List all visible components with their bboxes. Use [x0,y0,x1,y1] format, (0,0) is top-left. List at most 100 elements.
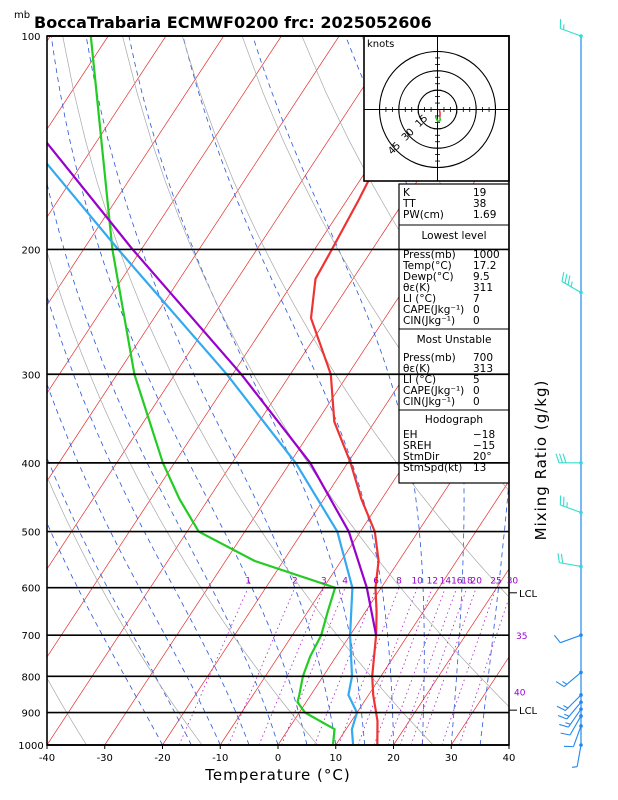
panel-frame [398,183,510,484]
isotherm-line [47,36,109,130]
wind-barb-dot [579,670,583,675]
panel-row-value: 17.2 [473,260,496,272]
panel-row-value: 5 [473,374,480,386]
wind-barb [563,724,583,748]
mixing-ratio-label: 12 [427,577,438,587]
wind-barb [557,553,583,569]
mixing-ratio-line [281,587,346,745]
wind-barb-dot [579,510,583,515]
pressure-tick-label: 700 [21,631,40,642]
moist-adiabat-line [47,522,163,745]
mixing-ratio-label: 1 [245,577,251,587]
isotherm-line [47,36,340,482]
dry-adiabat-line [47,250,318,745]
wind-barb [555,453,583,465]
pressure-tick-label: 800 [21,672,40,683]
wind-barb-staff [560,634,582,644]
wind-barb-dot [579,724,583,728]
lcl-label: LCL [519,589,538,600]
panel-row-name: LI (°C) [403,374,436,386]
wind-barb-staff [567,708,582,728]
wind-barb-staff [560,27,582,37]
wind-barb [559,18,583,38]
mixing-ratio-label: 10 [411,577,423,587]
moist-adiabat-line [182,36,394,745]
pressure-unit-label: mb [14,10,30,21]
mixing-ratio-line [258,587,325,745]
wind-barb-flag [556,705,566,712]
hodograph-trace-segment [438,109,441,114]
panel-row-name: TT [402,198,416,210]
mixing-ratio-line [373,587,433,745]
isotherm-line [162,216,509,745]
dry-adiabat-line [62,36,434,745]
panel-row-name: Dewp(°C) [403,271,454,283]
parcel-profile-line [47,141,378,636]
dry-adiabat-line [47,677,87,745]
hodograph-frame [363,35,510,182]
mixing-ratio-line [357,587,418,745]
mixing-ratio-line [314,587,377,745]
x-tick-label: 10 [329,753,342,764]
x-tick-label: -20 [154,753,170,764]
wind-barb-dot [579,633,583,637]
panel-row-name: SREH [403,440,432,452]
wind-barb-flag [558,453,564,464]
panel-row-name: LI (°C) [403,293,436,305]
wind-barb-flag [555,453,560,464]
isotherm-line [47,36,282,394]
panel-row-value: 13 [473,462,486,474]
panel-row-value: −15 [473,440,495,452]
wind-barb-dot [579,461,583,465]
hodograph-trace-segment [439,117,442,121]
mixing-ratio-line [387,587,446,745]
x-tick-label: -40 [39,753,55,764]
panel-header: Most Unstable [417,334,492,346]
wind-barb-flag [560,553,564,564]
panel-row-name: PW(cm) [403,209,444,221]
mixing-ratio-line [228,587,296,745]
wind-barb-half-flag [565,722,571,725]
profile-lines [47,36,416,745]
panel-row-value: 7 [473,293,480,305]
mixing-ratio-label: 8 [396,577,402,587]
panel-row-name: StmSpd(kt) [403,462,462,474]
wind-barb-flag [557,553,560,563]
mixing-ratio-label: 3 [321,577,327,587]
wind-barb [557,700,583,720]
panel-row-value: 0 [473,385,480,397]
mixing-ratio-line [410,587,468,745]
wind-profile [553,18,583,768]
wind-barb-staff [566,701,582,720]
wind-barb-staff [559,562,582,568]
right-axis-title: Mixing Ratio (g/kg) [532,380,550,541]
isotherm-line [393,568,509,745]
wind-barb [553,633,583,644]
wind-barb-dot [579,714,583,718]
wind-barb-dot [579,34,583,38]
dry-adiabat-line [601,36,618,745]
wind-barb-half-flag [562,680,568,685]
wind-barb-half-flag [564,713,570,717]
x-tick-label: -10 [212,753,228,764]
pressure-tick-label: 500 [21,528,40,539]
pressure-tick-label: 100 [21,32,40,43]
mixing-ratio-line [338,587,400,745]
panel-row-name: θε(K) [403,282,430,294]
x-tick-label: 40 [503,753,516,764]
mixing-ratio-line [399,587,458,745]
index-panel: K 19 TT 38 PW(cm) 1.69 Lowest level Press(mb) 10… [398,183,510,484]
panel-row-value: 19 [473,187,486,199]
wind-barb-dot [579,707,583,711]
wind-barb [555,670,583,688]
panel-row-name: CIN(Jkg⁻¹) [403,396,455,408]
panel-row-name: Press(mb) [403,249,456,261]
hodograph-trace-segment [434,116,437,119]
panel-row-name: Press(mb) [403,352,456,364]
wind-barb-flag [555,681,565,688]
wind-barb-flag [560,732,571,736]
moist-adiabat-line [47,382,221,745]
panel-row-value: 1.69 [473,209,496,221]
panel-row-value: 0 [473,396,480,408]
panel-row-name: Temp(°C) [402,260,452,272]
